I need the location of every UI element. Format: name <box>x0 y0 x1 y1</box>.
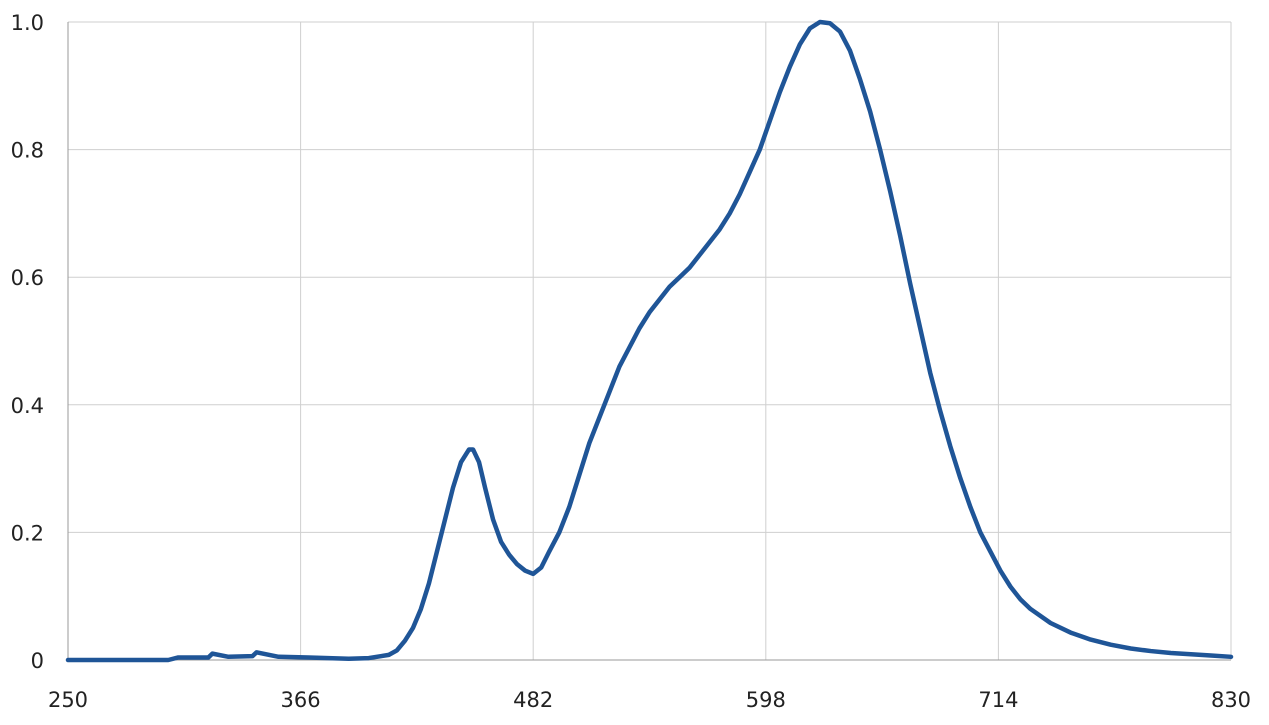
x-tick-label: 250 <box>48 688 88 712</box>
gridlines <box>68 21 1232 660</box>
y-tick-label: 1.0 <box>11 11 44 35</box>
y-tick-label: 0 <box>31 649 44 673</box>
x-tick-label: 366 <box>281 688 321 712</box>
x-axis-tick-labels: 250 366 482 598 714 830 <box>48 688 1251 712</box>
y-tick-label: 0.8 <box>11 139 44 163</box>
x-tick-label: 830 <box>1211 688 1251 712</box>
x-tick-label: 714 <box>978 688 1018 712</box>
y-axis-tick-labels: 0 0.2 0.4 0.6 0.8 1.0 <box>11 11 44 673</box>
y-tick-label: 0.4 <box>11 394 44 418</box>
x-tick-label: 598 <box>746 688 786 712</box>
axes <box>67 22 1231 661</box>
y-tick-label: 0.6 <box>11 266 44 290</box>
y-tick-label: 0.2 <box>11 521 44 545</box>
series-line-0 <box>65 19 1234 663</box>
series-layer <box>65 19 1234 663</box>
x-tick-label: 482 <box>513 688 553 712</box>
